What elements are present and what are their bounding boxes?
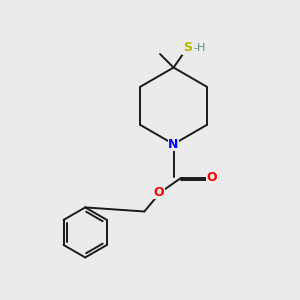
Text: -H: -H [194, 43, 206, 53]
Text: N: N [168, 138, 179, 151]
Text: O: O [206, 172, 217, 184]
Text: O: O [154, 186, 164, 199]
Text: S: S [183, 41, 192, 55]
